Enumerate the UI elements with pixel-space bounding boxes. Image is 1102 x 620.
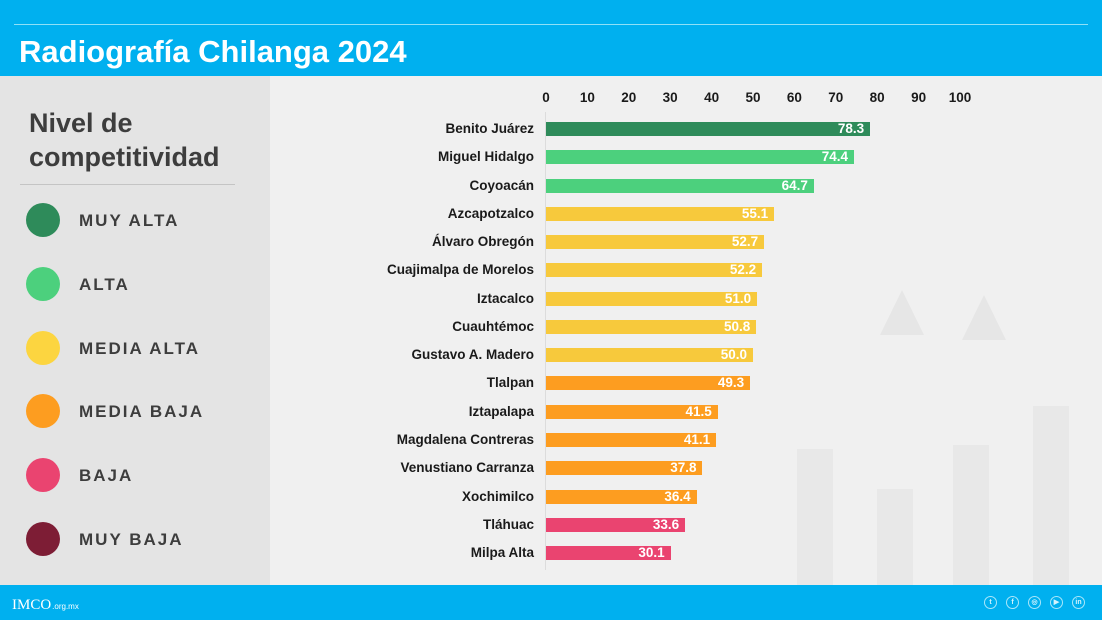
legend-title: Nivel de competitividad: [29, 106, 220, 174]
legend-dot-icon: [26, 458, 60, 492]
legend-label: ALTA: [79, 275, 130, 294]
legend-label: MEDIA ALTA: [79, 339, 201, 358]
x-tick-label: 90: [911, 90, 927, 105]
bar: 41.5: [546, 403, 718, 419]
legend-label: MEDIA BAJA: [79, 402, 205, 421]
instagram-icon[interactable]: ◎: [1028, 596, 1041, 609]
bar-value-label: 49.3: [717, 375, 745, 391]
category-label: Venustiano Carranza: [400, 460, 534, 476]
twitter-icon[interactable]: t: [984, 596, 997, 609]
legend-dot-icon: [26, 394, 60, 428]
bar-value-label: 55.1: [741, 205, 769, 221]
category-label: Cuajimalpa de Morelos: [386, 262, 534, 278]
category-label: Milpa Alta: [470, 545, 534, 561]
legend-dot-icon: [26, 331, 60, 365]
x-tick-label: 100: [948, 90, 972, 105]
facebook-icon[interactable]: f: [1006, 596, 1019, 609]
bar: 30.1: [546, 545, 671, 561]
legend-label: MUY BAJA: [79, 530, 184, 549]
footer-bar: IMCO.org.mx t f ◎ ▶ in: [0, 585, 1102, 620]
legend-dot-icon: [26, 267, 60, 301]
decorative-column: [1033, 406, 1069, 585]
category-label: Cuauhtémoc: [452, 318, 534, 334]
bar: 78.3: [546, 121, 871, 136]
x-tick-label: 40: [704, 90, 720, 105]
category-label: Azcapotzalco: [447, 205, 534, 221]
x-tick-label: 50: [745, 90, 761, 105]
category-label: Coyoacán: [469, 177, 534, 193]
bar-value-label: 74.4: [821, 149, 849, 165]
category-label: Iztacalco: [476, 290, 534, 306]
page-title: Radiografía Chilanga 2024: [19, 34, 407, 69]
x-tick-label: 80: [869, 90, 885, 105]
bar-value-label: 78.3: [837, 121, 865, 136]
decorative-triangle: [880, 290, 924, 335]
bar: 52.7: [546, 234, 765, 250]
legend-label: BAJA: [79, 466, 134, 485]
imco-logo[interactable]: IMCO.org.mx: [12, 596, 79, 614]
legend-divider: [20, 184, 235, 185]
x-tick-label: 20: [621, 90, 637, 105]
bar: 74.4: [546, 149, 855, 165]
x-tick-label: 70: [828, 90, 844, 105]
x-tick-label: 30: [662, 90, 678, 105]
category-label: Benito Juárez: [445, 121, 534, 136]
bar-value-label: 50.0: [720, 347, 747, 363]
legend-label: MUY ALTA: [79, 211, 180, 230]
legend-panel: [0, 76, 270, 585]
bar: 52.2: [546, 262, 763, 278]
bar: 41.1: [546, 431, 717, 447]
header-bar: Radiografía Chilanga 2024: [0, 0, 1102, 76]
bar: 49.3: [546, 375, 751, 391]
x-tick-label: 60: [786, 90, 802, 105]
bar-value-label: 52.2: [729, 262, 757, 278]
bar: 37.8: [546, 460, 703, 476]
decorative-column: [877, 489, 913, 585]
linkedin-icon[interactable]: in: [1072, 596, 1085, 609]
bar-value-label: 51.0: [724, 290, 752, 306]
logo-domain: .org.mx: [52, 602, 79, 611]
bar: 64.7: [546, 177, 814, 193]
bar-value-label: 64.7: [781, 177, 808, 193]
legend-title-line-1: Nivel de: [29, 108, 133, 138]
bar: 36.4: [546, 488, 697, 504]
logo-main: IMCO: [12, 597, 52, 613]
x-tick-label: 10: [579, 90, 595, 105]
y-axis-line: [545, 112, 546, 570]
legend-dot-icon: [26, 522, 60, 556]
bar-value-label: 33.6: [652, 516, 680, 532]
decorative-column: [953, 445, 989, 585]
bar-value-label: 41.1: [683, 431, 711, 447]
category-label: Miguel Hidalgo: [438, 149, 534, 165]
bar-value-label: 41.5: [685, 403, 712, 419]
bar-value-label: 30.1: [638, 545, 665, 561]
category-label: Magdalena Contreras: [396, 431, 534, 447]
category-label: Xochimilco: [461, 488, 534, 504]
bar-value-label: 52.7: [731, 234, 759, 250]
x-tick-label: 0: [542, 90, 550, 105]
bar-value-label: 37.8: [670, 460, 697, 476]
header-divider: [14, 24, 1088, 25]
bar: 50.8: [546, 318, 757, 334]
legend-title-line-2: competitividad: [29, 142, 220, 172]
category-label: Álvaro Obregón: [431, 234, 534, 250]
bar: 55.1: [546, 205, 775, 221]
bar: 33.6: [546, 516, 686, 532]
category-label: Iztapalapa: [468, 403, 534, 419]
decorative-triangle: [962, 295, 1006, 340]
youtube-icon[interactable]: ▶: [1050, 596, 1063, 609]
bar: 50.0: [546, 347, 753, 363]
bar-value-label: 50.8: [724, 318, 751, 334]
bar: 51.0: [546, 290, 758, 306]
decorative-column: [797, 449, 833, 585]
category-label: Tláhuac: [482, 516, 534, 532]
category-label: Gustavo A. Madero: [411, 347, 534, 363]
bar-value-label: 36.4: [664, 488, 691, 504]
legend-dot-icon: [26, 203, 60, 237]
category-label: Tlalpan: [486, 375, 534, 391]
